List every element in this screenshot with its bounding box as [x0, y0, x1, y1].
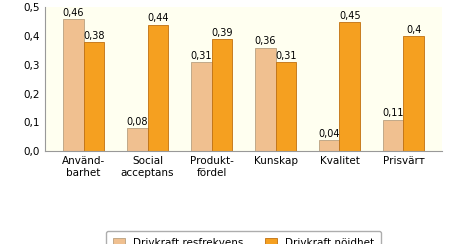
Bar [319, 140, 340, 151]
Bar [383, 120, 404, 151]
Legend: Drivkraft resfrekvens, Drivkraft nöjdhet: Drivkraft resfrekvens, Drivkraft nöjdhet [106, 231, 381, 244]
Text: 0,08: 0,08 [127, 117, 148, 127]
Text: 0,45: 0,45 [339, 10, 360, 20]
Text: 0,04: 0,04 [318, 129, 340, 139]
Bar [191, 62, 212, 151]
Bar [404, 36, 424, 151]
Text: 0,46: 0,46 [63, 8, 84, 18]
Bar [83, 42, 104, 151]
Bar [63, 19, 83, 151]
Text: 0,31: 0,31 [275, 51, 296, 61]
Text: 0,31: 0,31 [191, 51, 212, 61]
Text: 0,38: 0,38 [83, 31, 105, 41]
Bar [255, 48, 276, 151]
Bar [212, 39, 232, 151]
Text: 0,39: 0,39 [211, 28, 233, 38]
Bar [127, 128, 147, 151]
Bar [340, 22, 360, 151]
Text: 0,4: 0,4 [406, 25, 421, 35]
Text: 0,44: 0,44 [147, 13, 169, 23]
Bar [147, 25, 168, 151]
Bar [276, 62, 296, 151]
Text: 0,36: 0,36 [254, 36, 276, 46]
Text: 0,11: 0,11 [382, 108, 404, 118]
